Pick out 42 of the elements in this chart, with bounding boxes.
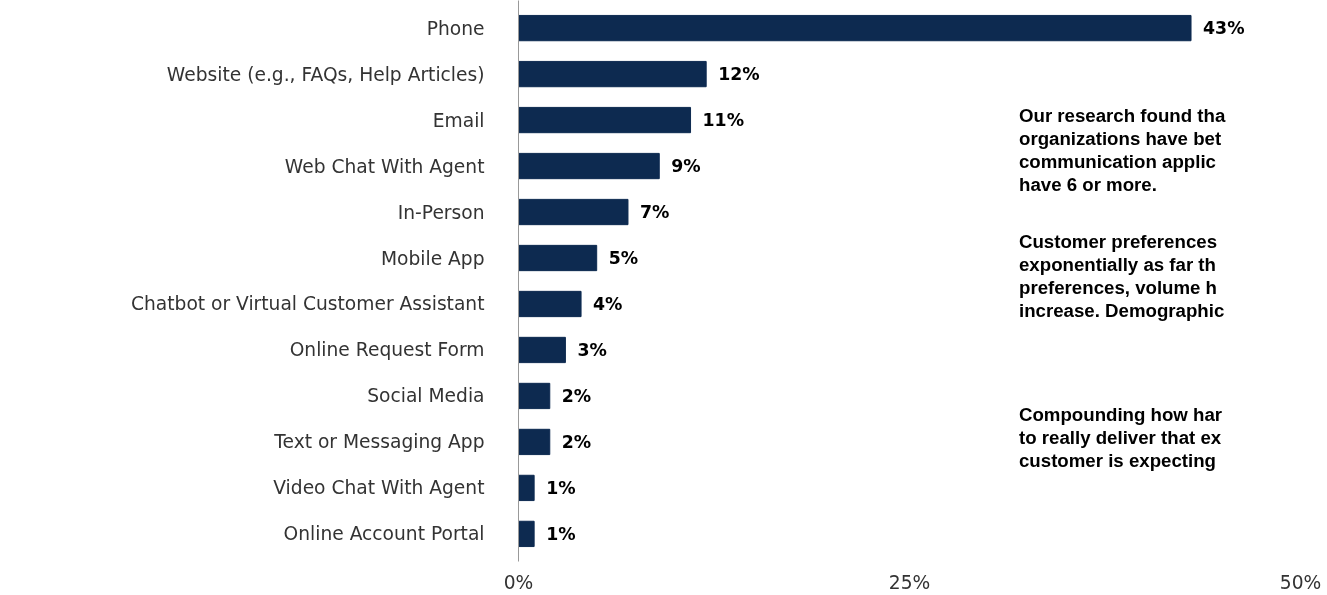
data-label: 7% (639, 202, 670, 223)
bar (518, 106, 692, 134)
y-tick-label: Online Request Form (289, 339, 485, 361)
data-label: 4% (593, 293, 623, 314)
y-tick-label: Phone (426, 17, 485, 39)
bar (518, 290, 582, 318)
annotation: Our research found tha organizations have bet communication applic have 6 or more. (1018, 104, 1226, 195)
data-label: 12% (718, 64, 760, 85)
bar (518, 336, 566, 364)
data-label: 11% (702, 110, 745, 131)
data-label: 1% (546, 477, 576, 498)
bar (518, 244, 598, 272)
bar (518, 382, 551, 410)
y-tick-label: In-Person (397, 201, 485, 223)
x-tick-label: 0% (503, 571, 534, 593)
y-tick-label: Social Media (367, 385, 485, 407)
data-label: 1% (546, 523, 576, 544)
bar (518, 60, 707, 88)
bar (518, 474, 535, 502)
bar (518, 14, 1192, 42)
y-tick-label: Email (432, 109, 485, 131)
data-label: 2% (561, 431, 592, 452)
annotation: Compounding how har to really deliver that ex customer is expecting (1018, 403, 1223, 471)
data-label: 2% (561, 385, 592, 406)
y-tick-label: Web Chat With Agent (284, 155, 485, 177)
y-tick-label: Online Account Portal (283, 523, 485, 545)
y-tick-label: Text or Messaging App (273, 431, 485, 453)
bar (518, 198, 629, 226)
bar (518, 428, 551, 456)
y-tick-label: Mobile App (380, 247, 485, 269)
x-tick-label: 50% (1279, 571, 1322, 593)
x-tick-label: 25% (888, 571, 931, 593)
data-label: 43% (1203, 18, 1245, 39)
y-tick-label: Video Chat With Agent (273, 477, 485, 499)
data-label: 9% (671, 156, 701, 177)
y-tick-label: Website (e.g., FAQs, Help Articles) (166, 63, 485, 85)
annotation: Customer preferences exponentially as far th preferences, volume h increase. Demographic (1018, 231, 1225, 322)
y-tick-label: Chatbot or Virtual Customer Assistant (130, 293, 485, 315)
data-label: 3% (577, 339, 607, 360)
bar (518, 520, 535, 548)
bar (518, 152, 660, 180)
data-label: 5% (608, 248, 639, 269)
